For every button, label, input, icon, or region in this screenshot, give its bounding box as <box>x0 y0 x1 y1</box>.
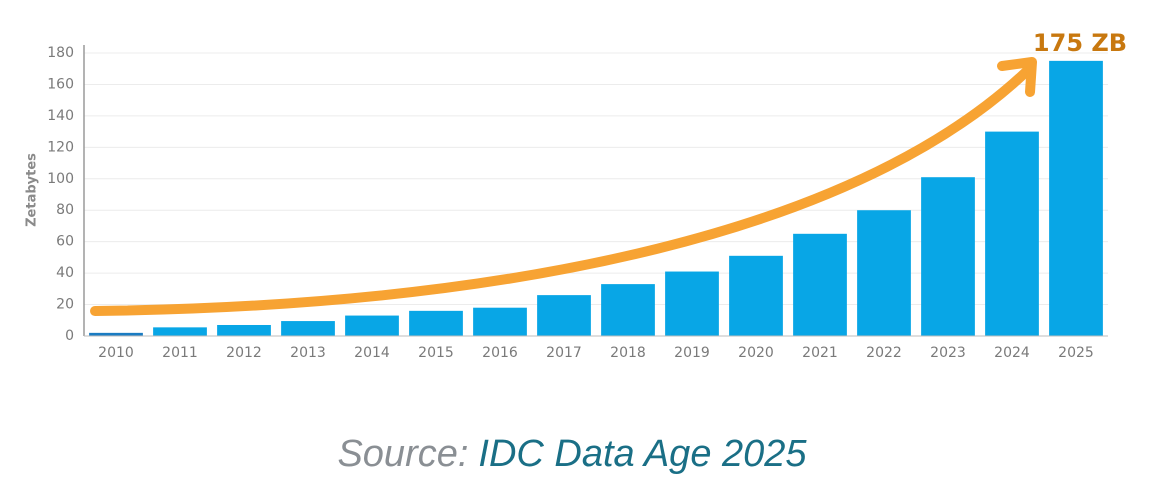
bar <box>89 332 143 336</box>
bar <box>345 315 399 336</box>
bar <box>281 321 335 336</box>
bar <box>537 295 591 336</box>
y-tick-label: 100 <box>47 171 74 187</box>
y-tick-label: 120 <box>47 139 74 155</box>
bar <box>601 284 655 336</box>
annotation: 175 ZB <box>1033 29 1127 57</box>
source-prefix: Source: <box>337 433 468 475</box>
y-tick-label: 60 <box>56 234 74 250</box>
growth-arrow <box>90 65 1033 316</box>
y-tick-label: 20 <box>56 297 74 313</box>
y-axis-label: Zetabytes <box>25 153 40 227</box>
x-tick-label: 2020 <box>738 345 774 361</box>
x-tick-label: 2012 <box>226 345 262 361</box>
grid: 0 20 40 60 80 100 120 140 160 180 <box>47 45 1108 344</box>
bar <box>857 210 911 336</box>
x-tick-label: 2018 <box>610 345 646 361</box>
bar <box>793 233 847 336</box>
x-tick-label: 2015 <box>418 345 454 361</box>
bar <box>729 255 783 336</box>
x-tick-label: 2024 <box>994 345 1030 361</box>
y-tick-label: 40 <box>56 265 74 281</box>
bar <box>985 131 1039 336</box>
x-tick-label: 2021 <box>802 345 838 361</box>
y-tick-label: 80 <box>56 202 74 218</box>
bar <box>473 307 527 336</box>
x-tick-label: 2016 <box>482 345 518 361</box>
bar <box>217 324 271 336</box>
bars: 2010 2011 2012 2013 2014 2015 2016 2017 2018 2019… <box>89 60 1103 361</box>
bar <box>665 271 719 336</box>
bar <box>409 310 463 336</box>
x-tick-label: 2011 <box>162 345 198 361</box>
x-tick-label: 2013 <box>290 345 326 361</box>
y-tick-label: 0 <box>65 328 74 344</box>
arrow-head <box>997 57 1037 97</box>
bar <box>1049 60 1103 336</box>
x-tick-label: 2025 <box>1058 345 1094 361</box>
bar <box>153 327 207 336</box>
x-tick-label: 2023 <box>930 345 966 361</box>
x-tick-label: 2014 <box>354 345 390 361</box>
x-tick-label: 2010 <box>98 345 134 361</box>
y-tick-label: 160 <box>47 76 74 92</box>
x-tick-label: 2022 <box>866 345 902 361</box>
x-tick-label: 2019 <box>674 345 710 361</box>
source-name: IDC Data Age 2025 <box>478 433 807 475</box>
x-tick-label: 2017 <box>546 345 582 361</box>
bar <box>921 177 975 336</box>
y-tick-label: 140 <box>47 108 74 124</box>
source: Source: IDC Data Age 2025 <box>337 433 807 475</box>
y-tick-label: 180 <box>47 45 74 61</box>
